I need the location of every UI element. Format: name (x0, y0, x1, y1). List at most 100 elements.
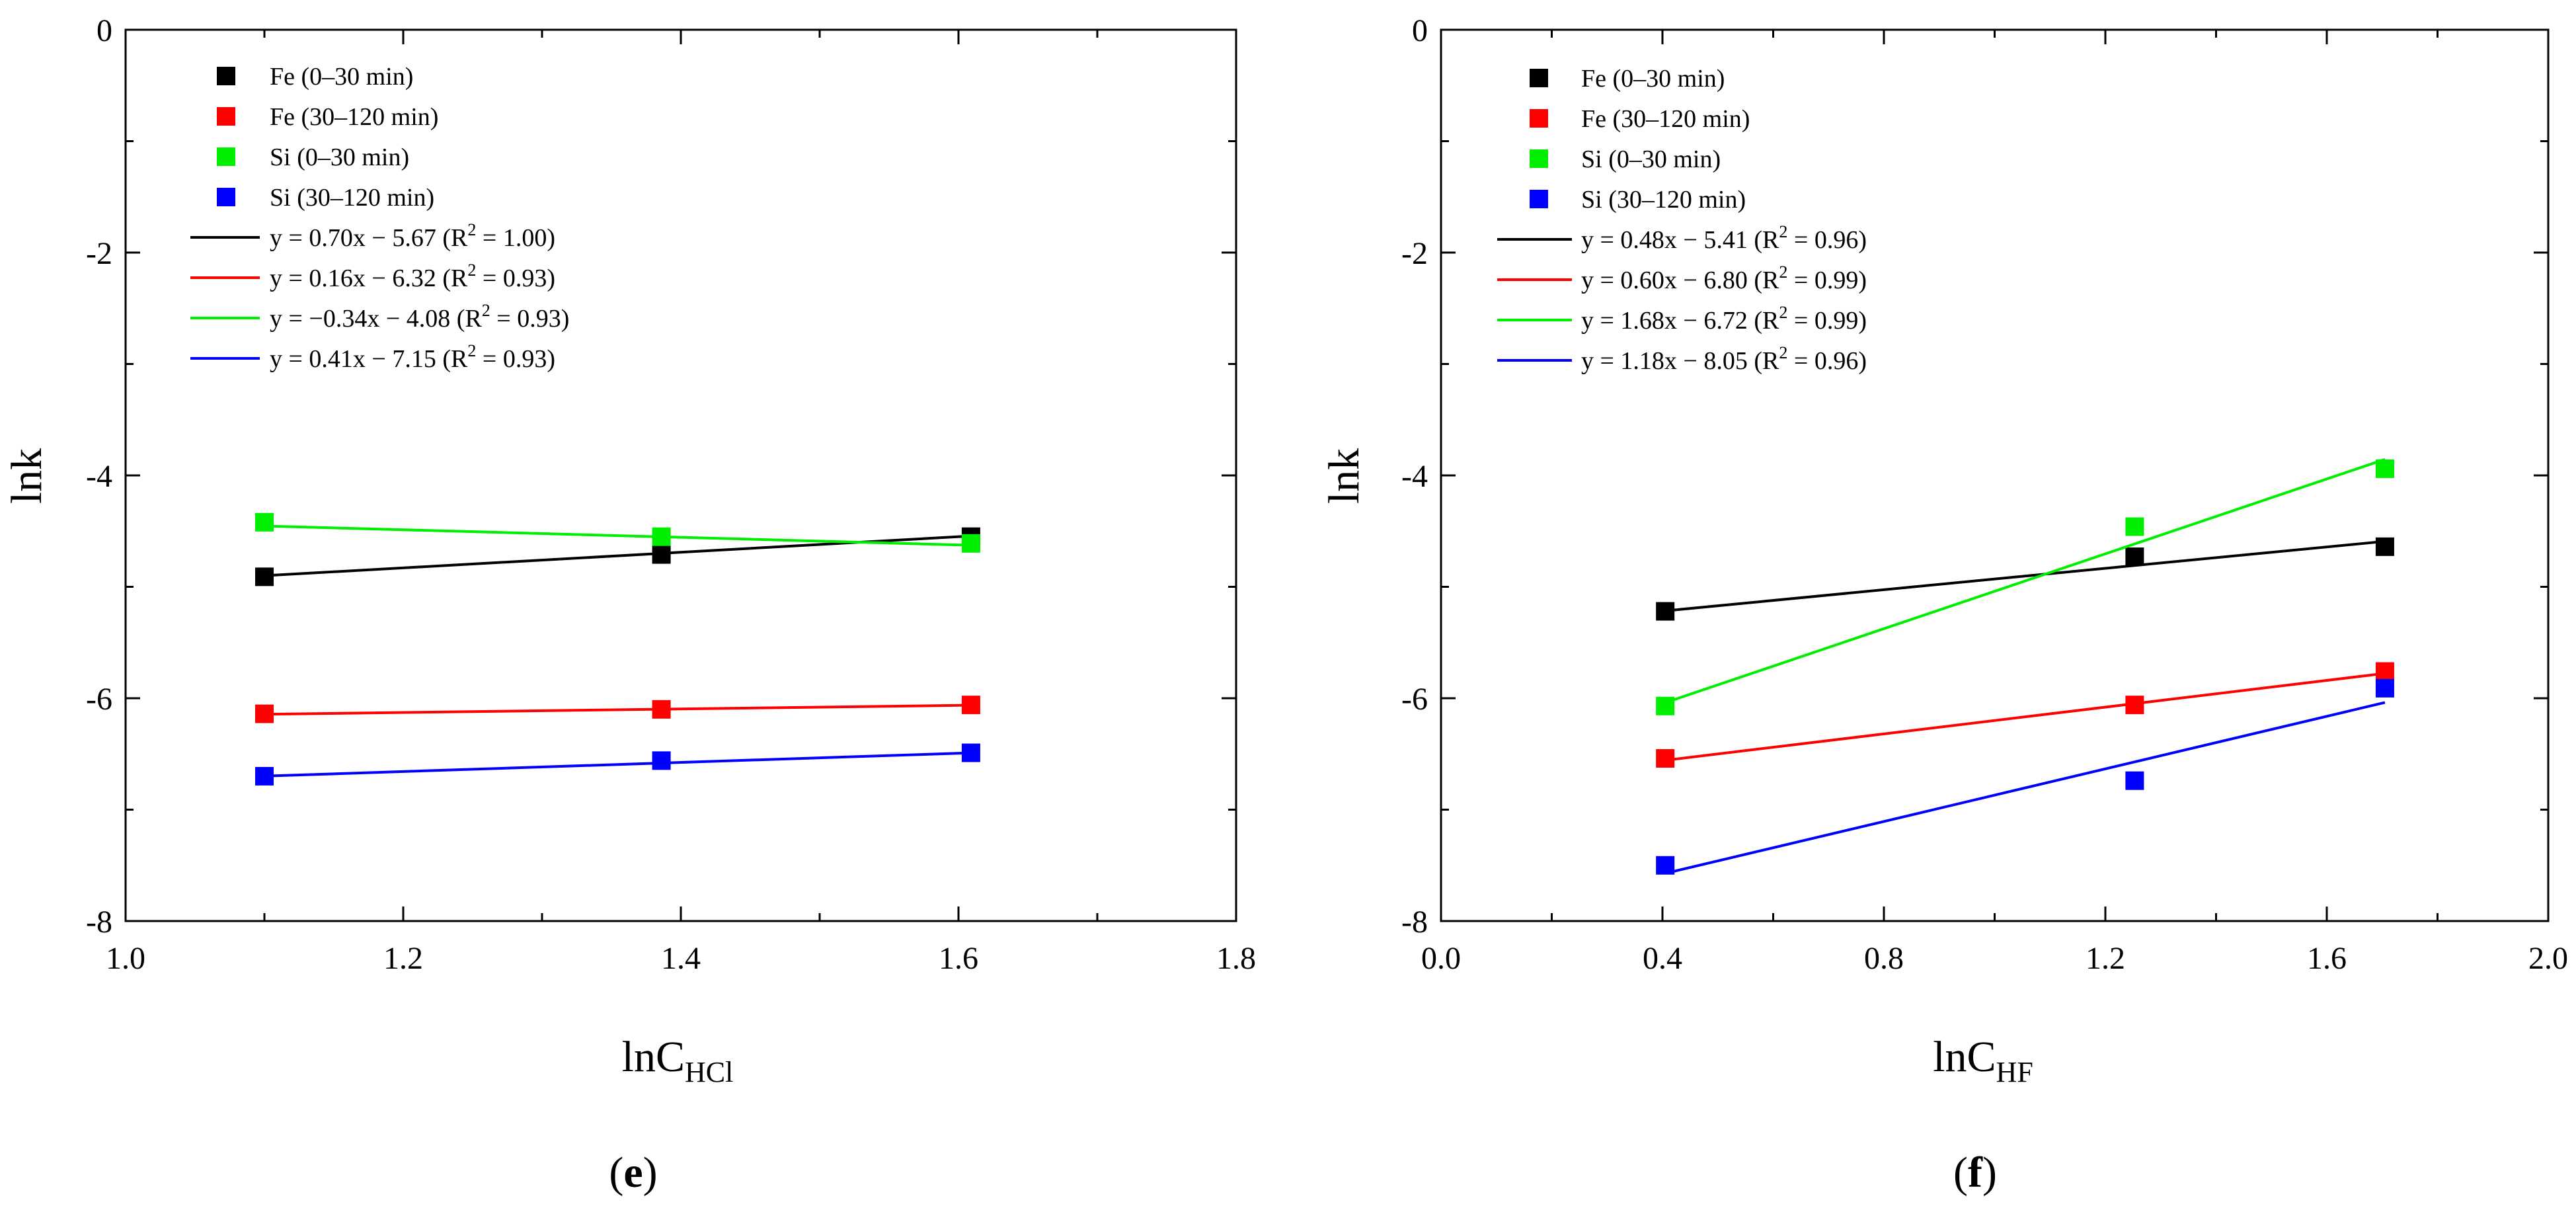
y-tick-label: -4 (1401, 459, 1428, 494)
legend-r2-close: ) (1858, 266, 1867, 294)
legend-marker-3 (217, 147, 235, 166)
legend-label-1: Fe (0–30 min) (270, 63, 413, 91)
data-point (652, 700, 671, 719)
legend-equation-text: y = −0.34x − 4.08 (270, 305, 450, 333)
legend-equation-text: y = 0.70x − 5.67 (270, 224, 436, 252)
x-tick-label: 1.2 (2086, 941, 2125, 976)
legend-equation-4: y = 1.18x − 8.05 (R2 = 0.96) (1581, 343, 1867, 375)
y-tick-label: -2 (1401, 236, 1428, 271)
x-tick-label: 1.8 (1216, 941, 1256, 976)
legend-r2-superscript: 2 (1779, 222, 1787, 241)
legend-r2-equals: = (490, 305, 517, 333)
data-point (652, 527, 671, 546)
fit-line-1 (1664, 540, 2386, 612)
data-point (255, 512, 274, 532)
legend-r2-value: 0.96 (1815, 226, 1859, 254)
x-axis-title-subscript: HF (1996, 1056, 2033, 1088)
x-tick-label: 0.4 (1643, 941, 1682, 976)
legend-equation-2: y = 0.16x − 6.32 (R2 = 0.93) (270, 261, 555, 292)
chart-panel-f: 0.0 0.4 0.8 1.2 1.6 2.0-8-6-4-20lnklnCHF(f)Fe… (1320, 13, 2568, 1197)
legend-r2-open: (R (436, 264, 468, 292)
legend-marker-1 (217, 67, 235, 85)
y-axis-title: lnk (3, 448, 51, 504)
x-tick-label: 1.0 (106, 941, 145, 976)
data-point (1656, 856, 1675, 875)
data-point (2375, 537, 2394, 556)
legend-label-2: Fe (30–120 min) (270, 103, 438, 131)
legend-r2-close: ) (1858, 347, 1867, 375)
legend-r2-equals: = (1787, 266, 1814, 294)
fit-line-3 (264, 524, 971, 547)
data-point (255, 766, 274, 786)
legend-r2-open: (R (436, 345, 468, 373)
legend-label-3: Si (0–30 min) (270, 143, 409, 171)
data-point (2125, 771, 2144, 790)
x-axis-title: lnCHCl (622, 1033, 734, 1088)
legend-marker-2 (217, 107, 235, 126)
legend-equation-text: y = 1.68x − 6.72 (1581, 307, 1748, 335)
legend-r2-superscript: 2 (1779, 303, 1787, 322)
legend-equation-4: y = 0.41x − 7.15 (R2 = 0.93) (270, 341, 555, 373)
data-point (961, 696, 980, 715)
data-point (1656, 696, 1675, 715)
legend-r2-open: (R (436, 224, 468, 252)
legend-r2-open: (R (1748, 226, 1779, 254)
x-tick-label: 1.2 (383, 941, 423, 976)
legend-r2-close: ) (547, 264, 555, 292)
data-point (2125, 517, 2144, 536)
x-axis-title: lnCHF (1933, 1033, 2033, 1088)
legend-r2-superscript: 2 (482, 301, 490, 320)
panel-label-letter: f (1968, 1149, 1983, 1197)
legend-equation-1: y = 0.70x − 5.67 (R2 = 1.00) (270, 220, 555, 252)
legend-equation-3: y = −0.34x − 4.08 (R2 = 0.93) (270, 301, 569, 333)
legend-r2-close: ) (547, 224, 555, 252)
legend-r2-close: ) (1858, 226, 1867, 254)
panel-label-open-paren: ( (609, 1149, 623, 1197)
x-tick-label: 1.4 (661, 941, 701, 976)
legend-r2-value: 0.99 (1815, 307, 1859, 335)
data-point (652, 751, 671, 770)
legend-r2-equals: = (476, 264, 502, 292)
legend-r2-value: 0.93 (503, 345, 547, 373)
legend-r2-superscript: 2 (467, 220, 476, 239)
x-tick-label: 1.6 (939, 941, 978, 976)
legend-label-4: Si (30–120 min) (1581, 186, 1746, 214)
legend-label-4: Si (30–120 min) (270, 184, 434, 212)
legend-r2-value: 0.99 (1815, 266, 1859, 294)
legend-marker-2 (1530, 109, 1548, 128)
legend-marker-1 (1530, 69, 1548, 87)
x-axis-title-subscript: HCl (685, 1056, 733, 1088)
legend-r2-value: 0.93 (517, 305, 561, 333)
data-point (2125, 696, 2144, 715)
legend-equation-text: y = 0.60x − 6.80 (1581, 266, 1748, 294)
x-tick-label: 1.6 (2307, 941, 2347, 976)
legend: Fe (0–30 min) Fe (30–120 min) Si (0–30 min… (190, 63, 569, 373)
y-tick-label: -2 (86, 236, 112, 271)
legend-r2-close: ) (561, 305, 570, 333)
legend-equation-text: y = 0.41x − 7.15 (270, 345, 436, 373)
legend-r2-superscript: 2 (467, 341, 476, 360)
legend-r2-value: 1.00 (503, 224, 547, 252)
legend-r2-value: 0.93 (503, 264, 547, 292)
legend-r2-open: (R (1748, 347, 1779, 375)
legend-equation-text: y = 0.16x − 6.32 (270, 264, 436, 292)
legend-r2-superscript: 2 (1779, 343, 1787, 362)
x-tick-label: 0.8 (1864, 941, 1904, 976)
x-tick-label: 0.0 (1421, 941, 1461, 976)
data-point (961, 534, 980, 553)
legend-r2-close: ) (547, 345, 555, 373)
panel-label-close-paren: ) (1982, 1149, 1997, 1197)
y-tick-label: -6 (1401, 682, 1428, 717)
legend-equation-1: y = 0.48x − 5.41 (R2 = 0.96) (1581, 222, 1867, 254)
fit-line-4 (264, 751, 971, 778)
y-tick-label: -8 (86, 905, 112, 940)
panel-label-close-paren: ) (643, 1149, 658, 1197)
panel-label-open-paren: ( (1953, 1149, 1968, 1197)
legend-equation-text: y = 1.18x − 8.05 (1581, 347, 1748, 375)
panel-label-letter: e (623, 1149, 643, 1197)
fit-line-4 (1664, 701, 2386, 875)
legend-r2-close: ) (1858, 307, 1867, 335)
legend-r2-value: 0.96 (1815, 347, 1859, 375)
legend-r2-open: (R (1748, 266, 1779, 294)
